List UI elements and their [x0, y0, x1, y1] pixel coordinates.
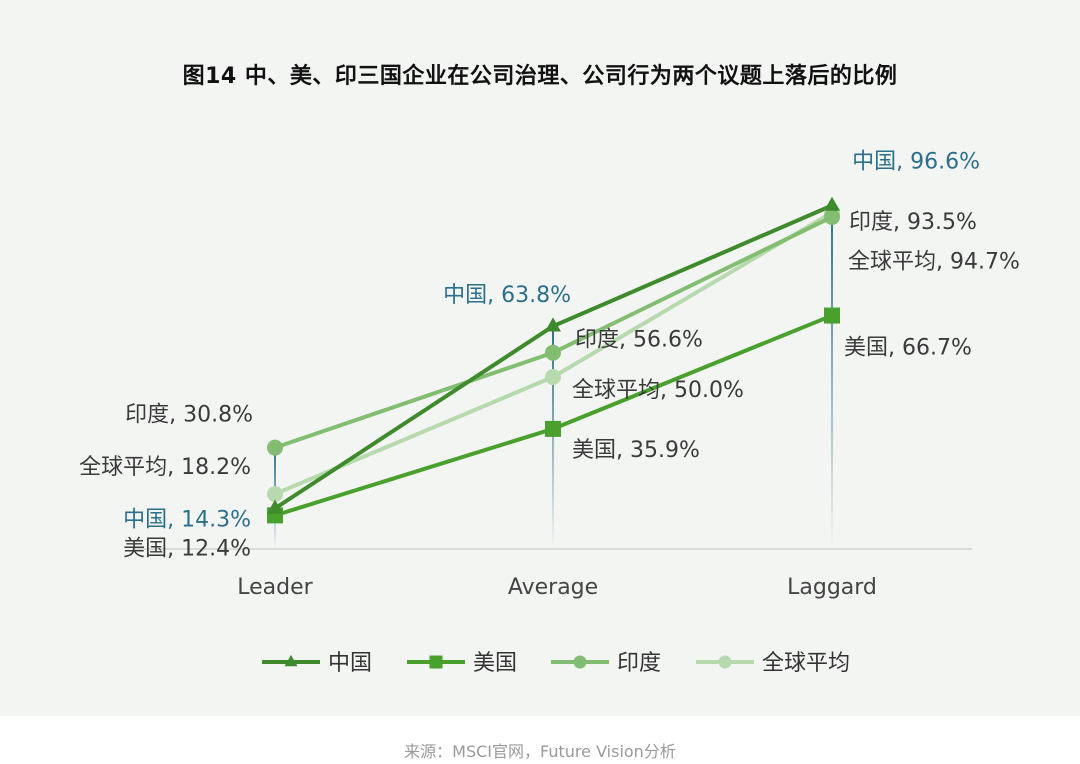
data-point: [545, 317, 561, 332]
chart-title: 图14 中、美、印三国企业在公司治理、公司行为两个议题上落后的比例: [182, 64, 898, 89]
data-point: [545, 369, 561, 385]
x-tick-label: Leader: [237, 575, 313, 600]
data-label: 中国, 14.3%: [123, 507, 251, 532]
legend-label: 印度: [617, 651, 661, 676]
data-point: [267, 439, 283, 456]
data-label: 美国, 66.7%: [844, 336, 972, 361]
data-point: [824, 196, 840, 211]
data-point: [429, 655, 443, 669]
data-point: [545, 344, 561, 361]
data-point: [824, 307, 840, 324]
data-label: 全球平均, 94.7%: [848, 250, 1020, 275]
data-label: 美国, 12.4%: [123, 536, 251, 561]
data-label: 中国, 63.8%: [443, 283, 571, 308]
data-label: 全球平均, 18.2%: [79, 455, 251, 480]
data-point: [824, 208, 840, 225]
data-point: [267, 499, 283, 514]
legend-label: 美国: [473, 651, 517, 676]
data-label: 全球平均, 50.0%: [572, 378, 744, 403]
data-label: 印度, 30.8%: [125, 403, 253, 428]
data-point: [545, 420, 561, 437]
data-label: 印度, 56.6%: [575, 328, 703, 353]
legend-label: 全球平均: [762, 651, 850, 676]
drop-line: [831, 205, 833, 549]
legend-label: 中国: [328, 651, 372, 676]
data-label: 印度, 93.5%: [849, 210, 977, 235]
line-chart: 中国, 14.3% 中国, 63.8% 中国, 96.6% 美国, 12.4% 美国, …: [79, 150, 1020, 676]
drop-line: [552, 326, 554, 549]
data-point: [573, 655, 587, 669]
source-note: 来源：MSCI官网，Future Vision分析: [404, 742, 676, 761]
data-label: 美国, 35.9%: [572, 438, 700, 463]
data-point: [284, 654, 298, 667]
x-tick-label: Laggard: [787, 575, 877, 600]
x-tick-label: Average: [508, 575, 598, 600]
data-point: [718, 655, 732, 669]
data-point: [267, 486, 283, 503]
data-label: 中国, 96.6%: [852, 150, 980, 175]
